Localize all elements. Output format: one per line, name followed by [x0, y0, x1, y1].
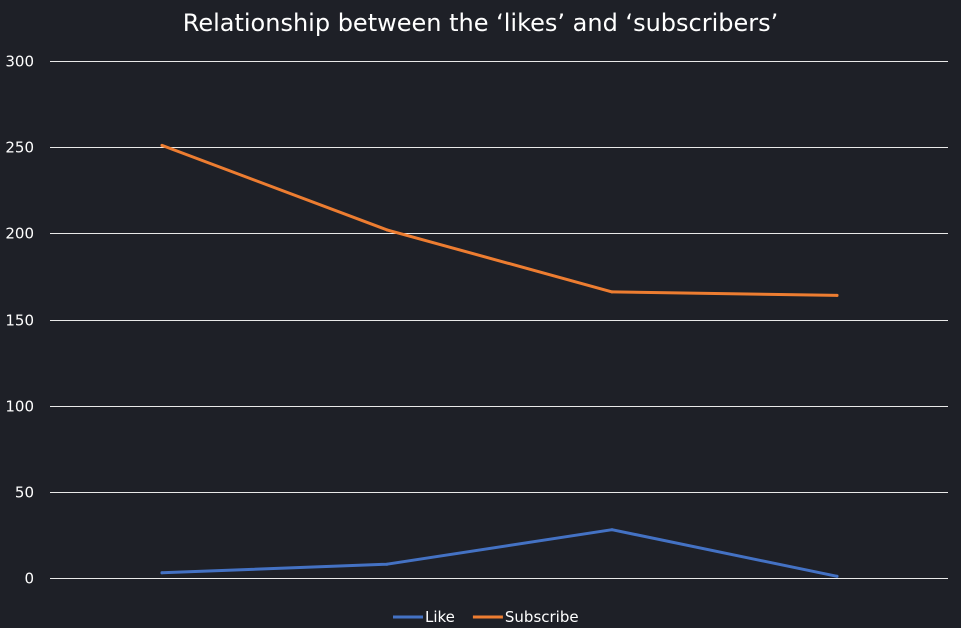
y-tick-label: 0	[24, 570, 34, 588]
data-point-like	[610, 528, 614, 532]
y-tick-label: 50	[15, 484, 34, 502]
y-axis-ticks: 0 50 100 150 200 250 300	[5, 53, 34, 588]
legend-label-subscribe: Subscribe	[505, 608, 579, 626]
y-tick-label: 150	[5, 312, 34, 330]
data-point-like	[385, 562, 389, 566]
data-point-subscribe	[385, 228, 389, 232]
data-point-subscribe	[610, 290, 614, 294]
data-point-like	[160, 571, 164, 575]
y-tick-label: 100	[5, 398, 34, 416]
series-lines	[160, 143, 839, 578]
y-tick-label: 250	[5, 139, 34, 157]
series-line-subscribe	[160, 143, 839, 297]
data-point-subscribe	[160, 143, 164, 147]
y-tick-label: 300	[5, 53, 34, 71]
legend: Like Subscribe	[393, 608, 579, 626]
data-point-like	[835, 574, 839, 578]
y-tick-label: 200	[5, 225, 34, 243]
chart-title: Relationship between the ‘likes’ and ‘su…	[182, 9, 779, 37]
series-line-like	[160, 528, 839, 578]
data-point-subscribe	[835, 293, 839, 297]
gridlines	[50, 61, 948, 579]
legend-label-like: Like	[425, 608, 455, 626]
